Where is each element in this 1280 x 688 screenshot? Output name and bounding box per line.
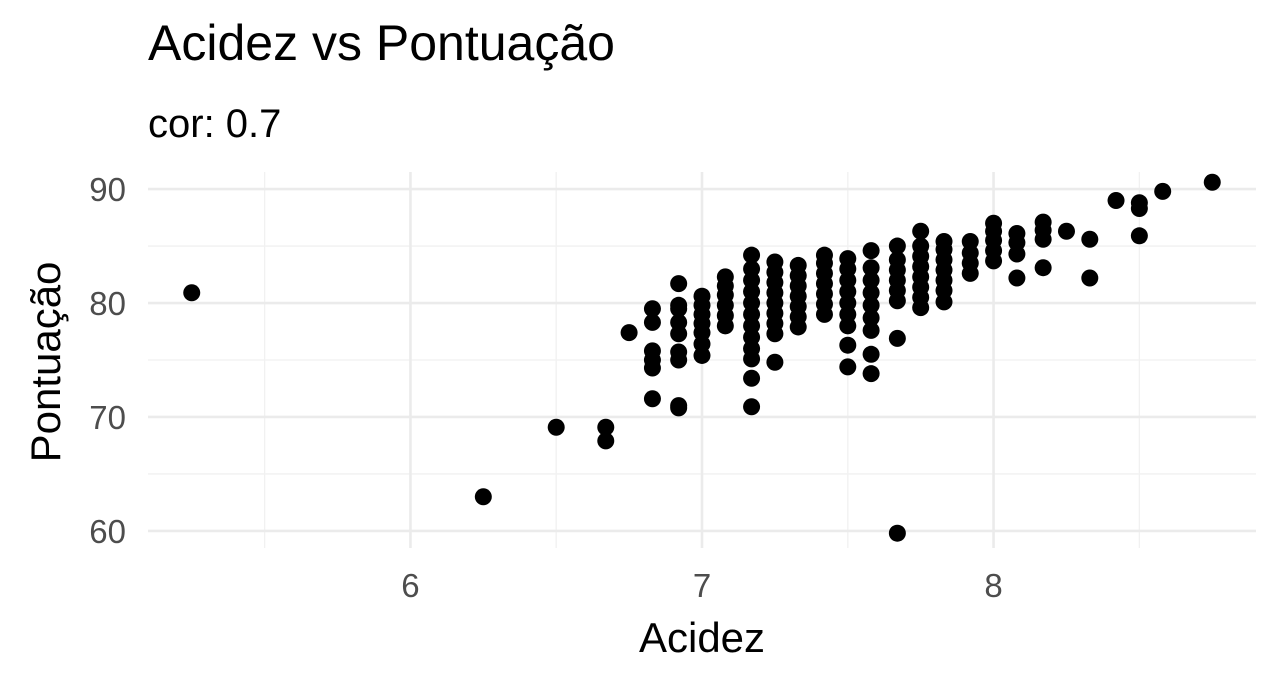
data-point [670, 313, 688, 331]
x-axis-title: Acidez [639, 614, 765, 661]
data-point [815, 246, 833, 264]
data-point [643, 300, 661, 318]
data-point [766, 253, 784, 271]
data-point [743, 260, 761, 278]
data-point [935, 233, 953, 251]
data-point [839, 358, 857, 376]
data-points [183, 173, 1221, 542]
data-point [1008, 225, 1026, 243]
data-point [888, 524, 906, 542]
data-point [743, 246, 761, 264]
data-point [839, 336, 857, 354]
data-point [862, 365, 880, 383]
data-point [862, 259, 880, 277]
data-point [1107, 191, 1125, 209]
data-point [1154, 182, 1172, 200]
data-point [1034, 213, 1052, 231]
x-tick-label: 7 [693, 567, 711, 604]
data-point [670, 397, 688, 415]
y-axis-ticks: 60 70 80 90 [89, 171, 126, 550]
x-tick-label: 6 [401, 567, 419, 604]
data-point [643, 342, 661, 360]
data-point [888, 329, 906, 347]
data-point [961, 233, 979, 251]
data-point [862, 345, 880, 363]
chart-subtitle: cor: 0.7 [148, 102, 282, 146]
data-point [597, 432, 615, 450]
data-point [743, 369, 761, 387]
y-tick-label: 70 [89, 399, 126, 436]
data-point [670, 343, 688, 361]
data-point [1034, 259, 1052, 277]
data-point [643, 313, 661, 331]
y-axis-title: Pontuação [22, 262, 69, 463]
data-point [620, 324, 638, 342]
data-point [1081, 269, 1099, 287]
data-point [1130, 194, 1148, 212]
data-point [839, 250, 857, 268]
data-point [912, 222, 930, 240]
data-point [743, 398, 761, 416]
data-point [912, 237, 930, 255]
data-point [862, 242, 880, 260]
data-point [862, 296, 880, 314]
data-point [183, 284, 201, 302]
data-point [862, 284, 880, 302]
data-point [1203, 173, 1221, 191]
data-point [1130, 227, 1148, 245]
y-tick-label: 80 [89, 285, 126, 322]
data-point [670, 275, 688, 293]
data-point [670, 296, 688, 314]
data-point [1081, 230, 1099, 248]
data-point [693, 287, 711, 305]
grid-lines [148, 172, 1256, 548]
data-point [1008, 269, 1026, 287]
data-point [862, 309, 880, 327]
data-point [643, 390, 661, 408]
data-point [1057, 222, 1075, 240]
data-point [862, 321, 880, 339]
x-axis-ticks: 6 7 8 [401, 567, 1003, 604]
data-point [716, 268, 734, 286]
y-tick-label: 60 [89, 513, 126, 550]
data-point [985, 214, 1003, 232]
y-tick-label: 90 [89, 171, 126, 208]
x-tick-label: 8 [984, 567, 1002, 604]
data-point [888, 251, 906, 269]
data-point [789, 256, 807, 274]
chart-title: Acidez vs Pontuação [148, 15, 615, 71]
data-point [862, 271, 880, 289]
data-point [888, 237, 906, 255]
data-point [474, 488, 492, 506]
data-point [766, 353, 784, 371]
data-point [547, 418, 565, 436]
data-point [597, 418, 615, 436]
